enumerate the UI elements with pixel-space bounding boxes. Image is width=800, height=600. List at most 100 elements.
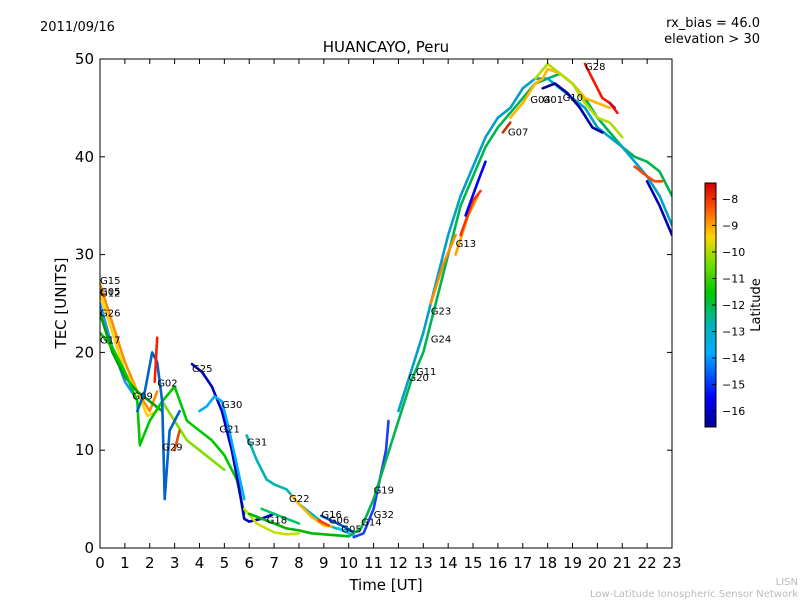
colorbar-tick-label: −11 bbox=[722, 272, 745, 285]
date-label: 2011/09/16 bbox=[40, 20, 115, 35]
x-tick-label: 14 bbox=[439, 554, 458, 572]
x-tick-label: 5 bbox=[220, 554, 230, 572]
colorbar-tick-label: −10 bbox=[722, 246, 745, 259]
x-tick-label: 15 bbox=[463, 554, 482, 572]
satellite-label: G30 bbox=[222, 400, 242, 411]
x-tick-label: 17 bbox=[513, 554, 532, 572]
x-tick-label: 19 bbox=[563, 554, 582, 572]
satellite-label: G10 bbox=[563, 93, 583, 104]
colorbar-tick-label: −9 bbox=[722, 219, 738, 232]
tec-tracks bbox=[100, 62, 672, 539]
plot-frame bbox=[99, 58, 673, 549]
tec-track bbox=[633, 165, 664, 183]
x-axis-label: Time [UT] bbox=[348, 576, 422, 594]
x-tick-label: 12 bbox=[389, 554, 408, 572]
x-tick-label: 20 bbox=[588, 554, 607, 572]
tec-track bbox=[347, 72, 672, 538]
y-tick-label: 0 bbox=[84, 539, 94, 557]
tec-track bbox=[352, 419, 390, 539]
tec-track bbox=[541, 82, 604, 134]
satellite-label: G22 bbox=[289, 494, 309, 505]
tec-track bbox=[100, 292, 159, 418]
colorbar-tick-label: −12 bbox=[722, 299, 745, 312]
y-axis-ticks: 0 10 20 30 40 50 bbox=[75, 50, 672, 557]
satellite-label: G19 bbox=[374, 485, 394, 496]
satellite-labels: G15G05G12G26G17G09G02G29G25G30G21G31G22G… bbox=[100, 62, 605, 536]
x-tick-label: 13 bbox=[414, 554, 433, 572]
colorbar-tick-label: −14 bbox=[722, 352, 745, 365]
tec-track bbox=[247, 512, 350, 538]
y-tick-label: 50 bbox=[75, 50, 94, 68]
satellite-label: G13 bbox=[456, 239, 476, 250]
x-tick-label: 9 bbox=[319, 554, 329, 572]
credit-network: Low-Latitude Ionospheric Sensor Network bbox=[590, 589, 798, 600]
elevation-label: elevation > 30 bbox=[664, 32, 760, 47]
x-tick-label: 4 bbox=[195, 554, 205, 572]
tec-track bbox=[198, 395, 246, 501]
tec-track bbox=[397, 77, 672, 413]
colorbar-tick-label: −13 bbox=[722, 326, 745, 339]
tec-track bbox=[501, 121, 512, 134]
x-tick-label: 11 bbox=[364, 554, 383, 572]
tec-track bbox=[153, 336, 159, 383]
x-tick-label: 0 bbox=[95, 554, 105, 572]
satellite-label: G09 bbox=[132, 391, 152, 402]
tec-track bbox=[429, 233, 457, 305]
satellite-label: G16 bbox=[321, 510, 341, 521]
y-axis-label: TEC [UNITS] bbox=[52, 258, 70, 350]
y-tick-label: 40 bbox=[75, 148, 94, 166]
tec-track bbox=[260, 507, 301, 525]
tec-track bbox=[290, 493, 333, 528]
satellite-label: G07 bbox=[508, 127, 528, 138]
x-tick-label: 18 bbox=[538, 554, 557, 572]
x-tick-label: 3 bbox=[170, 554, 180, 572]
colorbar-tick-label: −8 bbox=[722, 193, 738, 206]
satellite-label: G05 bbox=[341, 524, 361, 535]
satellite-label: G31 bbox=[247, 437, 267, 448]
tec-track bbox=[317, 519, 331, 527]
satellite-label: G17 bbox=[100, 336, 120, 347]
satellite-label: G06 bbox=[329, 516, 349, 527]
x-tick-label: 2 bbox=[145, 554, 155, 572]
x-tick-label: 1 bbox=[120, 554, 130, 572]
credit-lisn: LISN bbox=[776, 577, 798, 588]
satellite-label: G20 bbox=[408, 373, 428, 384]
x-tick-label: 10 bbox=[339, 554, 358, 572]
satellite-label: G26 bbox=[100, 308, 120, 319]
satellite-label: G11 bbox=[416, 367, 436, 378]
satellite-label: G04 bbox=[530, 95, 550, 106]
tec-track bbox=[608, 101, 617, 110]
satellite-label: G24 bbox=[431, 335, 451, 346]
tec-track bbox=[173, 429, 181, 452]
satellite-label: G15 bbox=[100, 276, 120, 287]
tec-track bbox=[509, 67, 612, 119]
tec-track bbox=[320, 514, 355, 534]
y-tick-label: 30 bbox=[75, 246, 94, 264]
satellite-label: G14 bbox=[361, 518, 381, 529]
tec-track bbox=[464, 160, 487, 217]
colorbar-ticks: −8 −9 −10 −11 −12 −13 −14 −15 −16 bbox=[712, 193, 745, 418]
tec-track bbox=[100, 312, 164, 413]
tec-track bbox=[100, 331, 246, 516]
x-tick-label: 22 bbox=[638, 554, 657, 572]
satellite-label: G05 bbox=[100, 287, 120, 298]
satellite-label: G01 bbox=[543, 95, 563, 106]
x-tick-label: 21 bbox=[613, 554, 632, 572]
y-tick-label: 10 bbox=[75, 441, 94, 459]
tec-track bbox=[645, 180, 672, 237]
x-tick-label: 23 bbox=[662, 554, 681, 572]
satellite-label: G28 bbox=[585, 62, 605, 73]
x-tick-label: 6 bbox=[244, 554, 254, 572]
x-tick-label: 7 bbox=[269, 554, 279, 572]
y-tick-label: 20 bbox=[75, 343, 94, 361]
satellite-label: G25 bbox=[192, 364, 212, 375]
x-tick-label: 16 bbox=[488, 554, 507, 572]
x-axis-ticks: 0 1 2 3 4 5 6 7 8 9 10 11 12 13 14 15 16 17 18 19 20 21 22 23 bbox=[95, 59, 682, 572]
chart-title: HUANCAYO, Peru bbox=[323, 38, 449, 56]
satellite-label: G02 bbox=[157, 379, 177, 390]
colorbar-label: Latitude bbox=[749, 278, 764, 332]
tec-track bbox=[242, 507, 301, 536]
satellite-label: G32 bbox=[374, 510, 394, 521]
colorbar-tick-label: −16 bbox=[722, 405, 745, 418]
